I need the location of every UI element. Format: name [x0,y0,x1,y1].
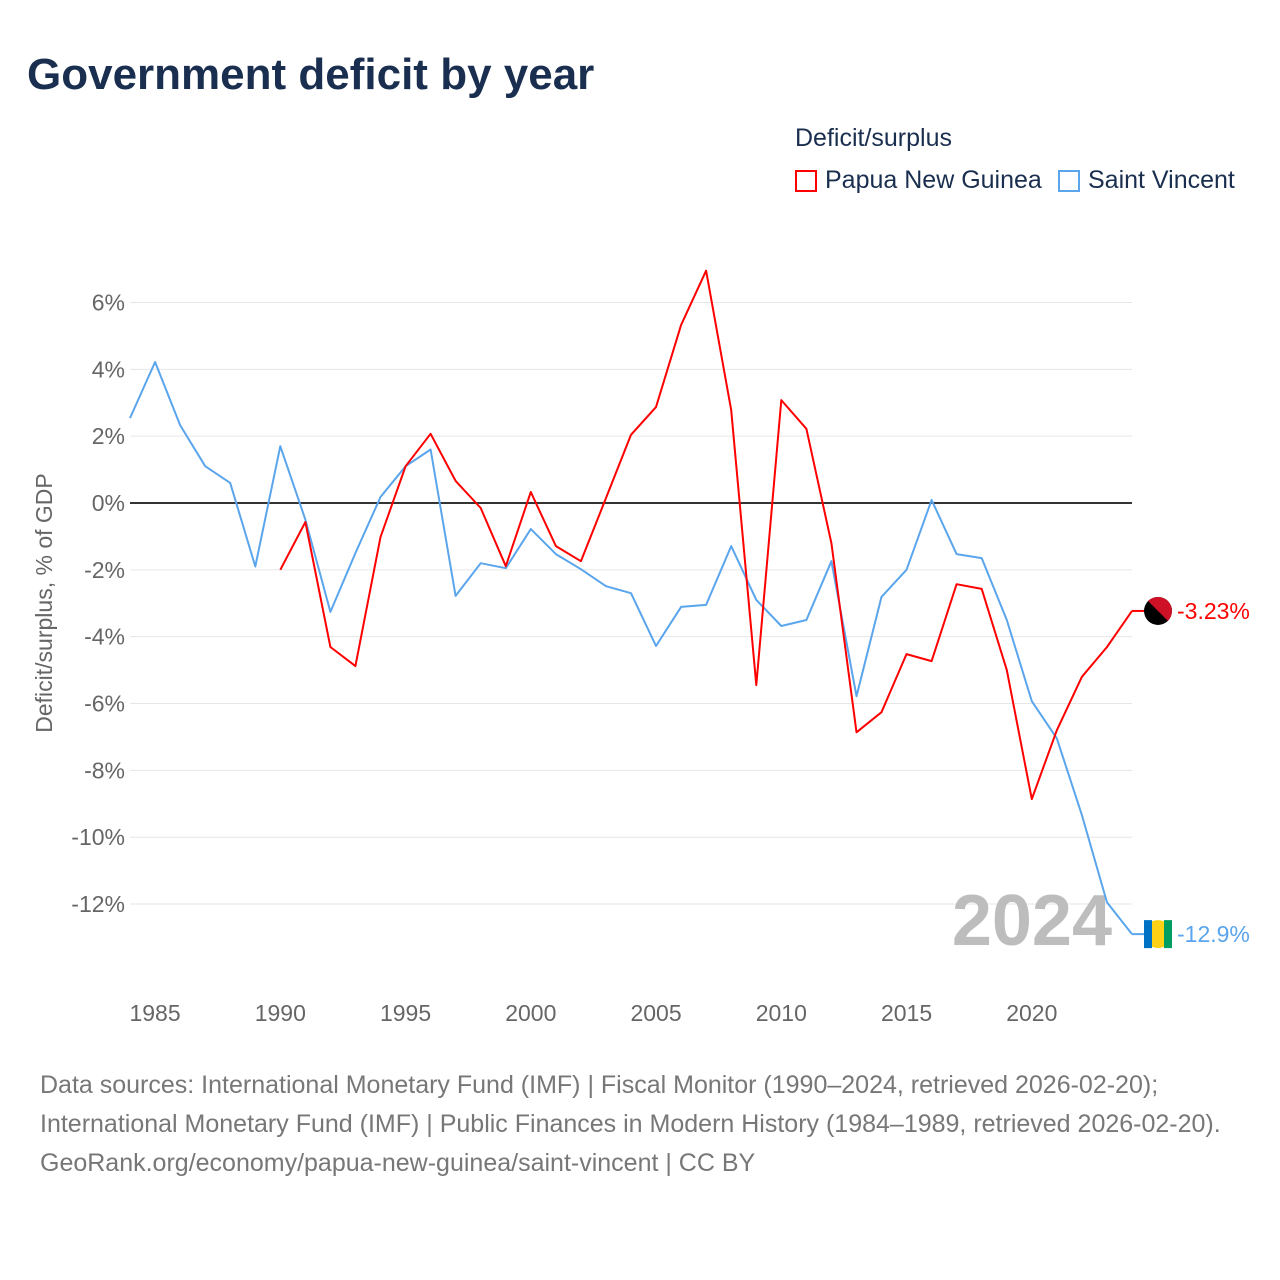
end-value-label: -12.9% [1177,921,1250,947]
x-tick-label: 1985 [129,1000,180,1026]
flag-red-half [1144,597,1172,625]
y-tick-label: -2% [84,557,125,583]
y-tick-label: -6% [84,691,125,717]
y-tick-label: 6% [92,289,125,315]
footer: Data sources: International Monetary Fun… [40,1066,1240,1183]
chart-title: Government deficit by year [27,50,595,99]
legend-item-papua-new-guinea[interactable]: Papua New Guinea [795,166,1042,195]
series-line-saint-vincent [129,361,1133,935]
y-axis-label: Deficit/surplus, % of GDP [31,473,57,732]
x-tick-label: 2005 [630,1000,681,1026]
legend-swatch [1058,169,1080,192]
y-tick-label: -10% [71,824,125,850]
x-tick-label: 2020 [1006,1000,1057,1026]
y-tick-label: 2% [92,423,125,449]
credit-link[interactable]: GeoRank.org/economy/papua-new-guinea/sai… [40,1149,756,1177]
x-tick-label: 1990 [255,1000,306,1026]
series-line-papua-new-guinea [279,269,1133,801]
legend-title: Deficit/surplus [795,124,952,152]
y-tick-label: 0% [92,490,125,516]
x-tick-label: 2015 [881,1000,932,1026]
flag-green-band [1164,920,1172,949]
x-tick-label: 2010 [756,1000,807,1026]
legend-item-saint-vincent[interactable]: Saint Vincent [1058,166,1235,195]
x-tick-label: 1995 [380,1000,431,1026]
legend-label: Papua New Guinea [825,166,1042,194]
legend-label: Saint Vincent [1088,166,1235,194]
flag-blue-band [1144,920,1152,949]
end-value-label: -3.23% [1177,598,1250,624]
y-tick-label: -8% [84,757,125,783]
year-watermark: 2024 [952,881,1112,961]
y-tick-label: -4% [84,624,125,650]
y-tick-label: -12% [71,891,125,917]
legend-swatch [795,169,817,192]
x-tick-label: 2000 [505,1000,556,1026]
data-sources: Data sources: International Monetary Fun… [40,1071,1221,1138]
y-tick-label: 4% [92,356,125,382]
